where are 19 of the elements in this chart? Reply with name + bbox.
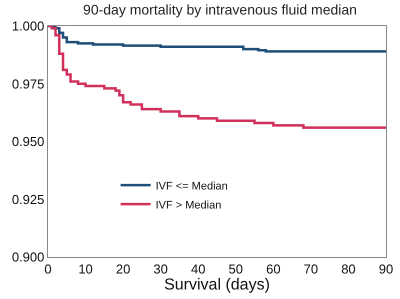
legend-label: IVF > Median	[156, 199, 222, 212]
x-tick-label: 40	[190, 262, 206, 277]
x-tick-label: 70	[304, 262, 318, 277]
y-tick-label: 0.925	[12, 192, 44, 207]
y-tick-label: 0.950	[12, 134, 44, 150]
x-tick-label: 30	[153, 262, 168, 277]
x-tick-label: 20	[116, 262, 130, 277]
x-tick-label: 80	[341, 262, 356, 277]
legend-label: IVF <= Median	[156, 180, 228, 192]
x-tick-label: 10	[78, 262, 93, 277]
y-tick-label: 0.900	[12, 250, 44, 265]
x-tick-label: 50	[228, 262, 244, 277]
x-tick-label: 0	[44, 262, 52, 277]
chart-title: 90-day mortality by intravenous fluid median	[83, 1, 357, 18]
y-tick-label: 1.000	[12, 18, 44, 34]
x-axis-title: Survival (days)	[164, 276, 270, 294]
x-tick-label: 90	[378, 262, 394, 277]
x-tick-label: 60	[266, 262, 281, 277]
y-tick-label: 0.975	[12, 76, 44, 92]
